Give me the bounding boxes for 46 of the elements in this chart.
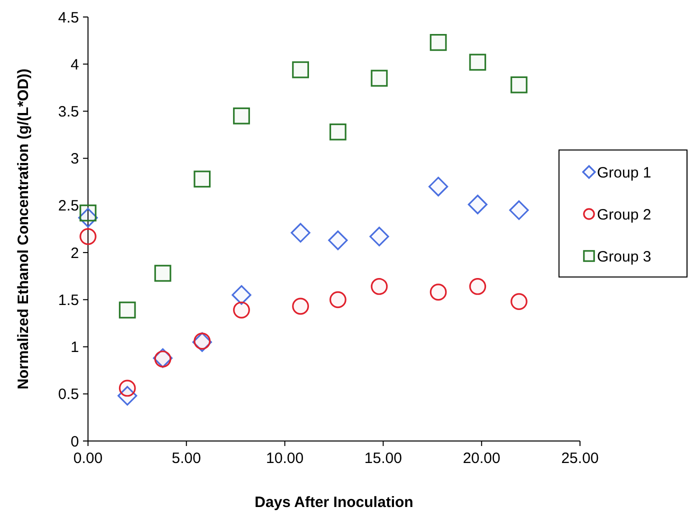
- x-tick-label: 20.00: [462, 450, 500, 467]
- point: [370, 70, 388, 87]
- y-tick-label: 3: [70, 150, 79, 168]
- x-tick-label: 0.00: [73, 450, 103, 467]
- legend-label: Group 1: [597, 164, 652, 182]
- point: [118, 302, 136, 318]
- point: [118, 380, 136, 397]
- y-tick-label: 2: [70, 244, 79, 262]
- point: [510, 293, 528, 310]
- point: [328, 230, 348, 250]
- x-axis-title: Days After Inoculation: [254, 494, 414, 511]
- point: [510, 76, 528, 94]
- y-tick-label: 1: [70, 339, 79, 356]
- point: [290, 222, 310, 243]
- point: [369, 226, 390, 246]
- y-tick-label: 1.5: [58, 292, 79, 309]
- y-tick-label: 4: [70, 56, 79, 74]
- y-tick-label: 0.5: [58, 386, 79, 404]
- point: [430, 284, 447, 301]
- x-tick-label: 25.00: [561, 450, 599, 467]
- point: [468, 194, 488, 214]
- point: [428, 176, 448, 196]
- legend-label: Group 3: [597, 248, 652, 266]
- point: [430, 34, 447, 51]
- point: [154, 264, 172, 282]
- point: [370, 278, 388, 295]
- point: [233, 107, 250, 124]
- y-tick-label: 0: [70, 433, 79, 450]
- y-tick-label: 4.5: [58, 9, 79, 26]
- x-tick-label: 15.00: [364, 450, 402, 467]
- point: [80, 228, 96, 245]
- point: [469, 54, 486, 71]
- point: [233, 302, 250, 318]
- point: [509, 200, 529, 220]
- y-tick-label: 2.5: [58, 198, 79, 215]
- point: [194, 170, 211, 188]
- point: [292, 298, 309, 315]
- x-tick-label: 5.00: [172, 450, 201, 467]
- x-tick-label: 10.00: [266, 450, 304, 467]
- point: [469, 278, 486, 295]
- legend-label: Group 2: [597, 206, 652, 224]
- point: [292, 61, 309, 78]
- point: [329, 291, 346, 308]
- y-tick-label: 3.5: [58, 103, 79, 120]
- point: [329, 124, 346, 140]
- y-axis-title: Normalized Ethanol Concentration (g/(L*OD)): [15, 68, 32, 390]
